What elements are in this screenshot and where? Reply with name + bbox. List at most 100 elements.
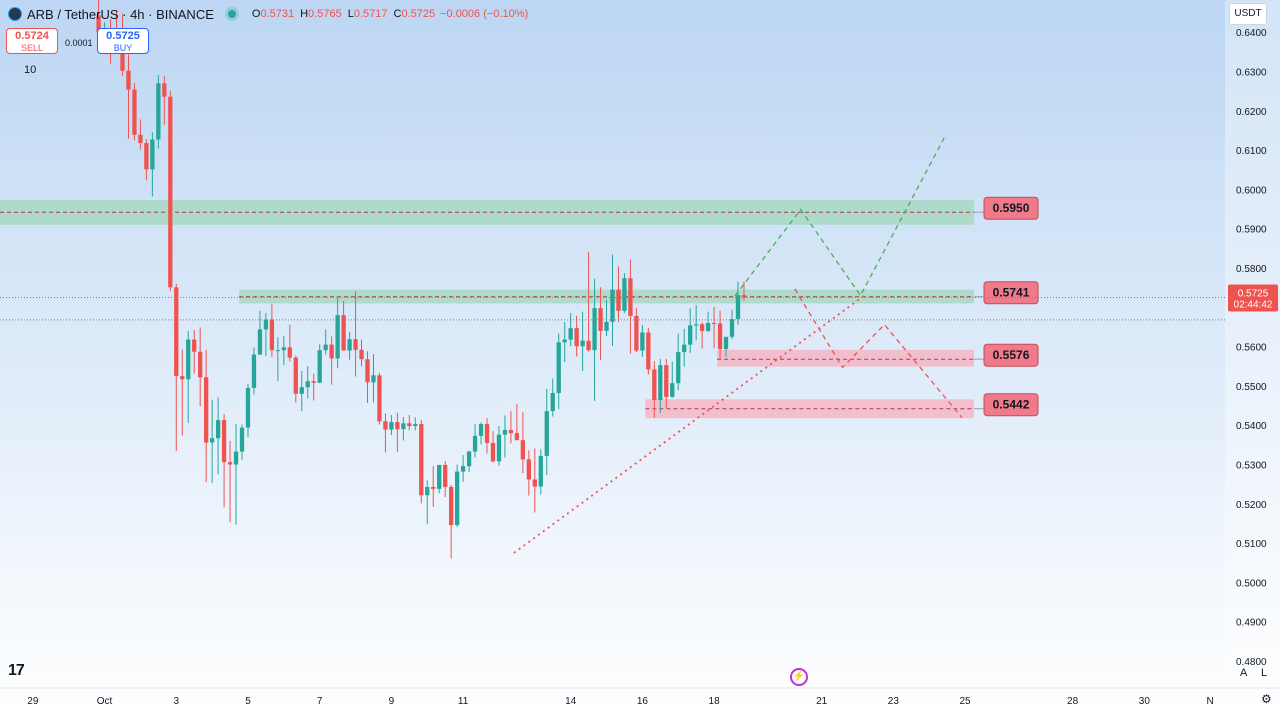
candle-body: [729, 319, 735, 337]
candle-40: [335, 297, 340, 369]
candle-101: [699, 322, 705, 349]
sell-button[interactable]: 0.5724 SELL: [6, 28, 58, 54]
candle-16: [192, 330, 197, 374]
low-label: L: [347, 8, 354, 20]
auto-scale-button[interactable]: A: [1240, 667, 1248, 679]
time-axis[interactable]: 29 Oct 3 5 7 9 11 14 16 18 21 23 25 28 30 N: [27, 696, 1213, 707]
candle-body: [538, 455, 543, 487]
candle-body: [443, 464, 448, 487]
candle-73: [532, 448, 537, 513]
candle-body: [233, 451, 239, 465]
candle-body: [192, 339, 197, 352]
currency-button[interactable]: USDT: [1229, 3, 1267, 25]
candle-body: [150, 139, 155, 170]
candle-body: [699, 324, 705, 331]
candle-32: [287, 324, 292, 362]
candle-37: [317, 344, 322, 384]
x-tick-label: 5: [245, 696, 251, 707]
x-tick-label: 25: [959, 696, 971, 707]
candle-50: [395, 412, 400, 452]
candle-34: [299, 370, 304, 412]
candle-66: [490, 431, 496, 463]
x-tick-label: 30: [1139, 696, 1151, 707]
candle-body: [389, 422, 394, 430]
candle-body: [198, 351, 203, 378]
candle-body: [287, 347, 292, 358]
candle-62: [466, 450, 472, 472]
candle-body: [275, 350, 281, 352]
high-value: 0.5765: [308, 8, 342, 20]
candle-body: [359, 349, 364, 360]
y-tick-label: 0.6300: [1236, 68, 1267, 79]
gear-icon[interactable]: ⚙: [1261, 692, 1272, 706]
candle-94: [658, 358, 663, 414]
candle-body: [365, 359, 370, 383]
candle-body: [251, 354, 257, 388]
bearish-projection: [794, 288, 963, 419]
candle-75: [544, 388, 549, 476]
symbol-title[interactable]: ARB / TetherUS · 4h · BINANCE: [27, 6, 214, 22]
candle-body: [132, 89, 137, 135]
candle-95: [664, 358, 669, 408]
market-status-icon: [227, 10, 236, 18]
candle-body: [508, 429, 514, 434]
candle-body: [353, 339, 358, 350]
zone-label-0: 0.5950: [993, 201, 1030, 215]
flash-icon[interactable]: ⚡: [790, 668, 808, 686]
buy-button[interactable]: 0.5725 BUY: [97, 28, 149, 54]
sell-price: 0.5724: [15, 30, 49, 42]
candle-33: [293, 355, 298, 403]
candle-93: [652, 361, 657, 418]
x-tick-label: 28: [1067, 696, 1079, 707]
price-scale-panel[interactable]: [1225, 0, 1280, 688]
zone-badge-1: [983, 281, 1039, 305]
candle-8: [144, 139, 149, 181]
candle-65: [484, 418, 490, 454]
candle-74: [538, 449, 543, 495]
candle-30: [275, 337, 281, 382]
candle-body: [401, 423, 406, 430]
candle-body: [496, 434, 502, 462]
candle-5: [126, 54, 131, 139]
candle-64: [478, 422, 484, 445]
tradingview-logo[interactable]: 17: [8, 662, 25, 679]
y-tick-label: 0.5300: [1236, 461, 1267, 472]
indicator-count[interactable]: 10: [24, 64, 37, 76]
candle-92: [646, 327, 651, 375]
candle-46: [371, 354, 376, 403]
log-scale-button[interactable]: L: [1261, 667, 1268, 679]
candle-100: [694, 304, 699, 341]
candle-body: [694, 324, 699, 326]
candle-88: [622, 273, 627, 313]
candle-48: [383, 413, 388, 453]
candle-body: [735, 295, 741, 320]
candle-body: [520, 440, 526, 460]
price-axis[interactable]: 0.6400 0.6300 0.6200 0.6100 0.6000 0.5900 0.58…: [1228, 28, 1278, 668]
candle-69: [508, 411, 514, 444]
candle-body: [383, 421, 388, 430]
arbitrum-icon: [8, 7, 22, 21]
candle-17: [198, 327, 203, 407]
candle-11: [162, 76, 167, 125]
candle-76: [550, 378, 555, 417]
candle-24: [239, 424, 245, 460]
candle-body: [257, 329, 263, 355]
candle-82: [586, 251, 591, 352]
x-tick-label: 9: [389, 696, 395, 707]
candle-body: [711, 323, 717, 325]
candle-body: [299, 387, 304, 394]
candle-body: [293, 357, 298, 394]
candle-body: [156, 83, 161, 140]
candle-91: [640, 325, 645, 357]
candle-body: [204, 377, 209, 443]
zone-badge-0: [983, 196, 1039, 220]
candle-29: [269, 304, 275, 357]
candle-98: [682, 328, 687, 367]
candle-body: [592, 308, 597, 351]
candle-13: [174, 283, 179, 452]
x-tick-label: N: [1206, 696, 1213, 707]
candle-body: [96, 15, 101, 32]
drawings-layer: [0, 137, 1225, 554]
